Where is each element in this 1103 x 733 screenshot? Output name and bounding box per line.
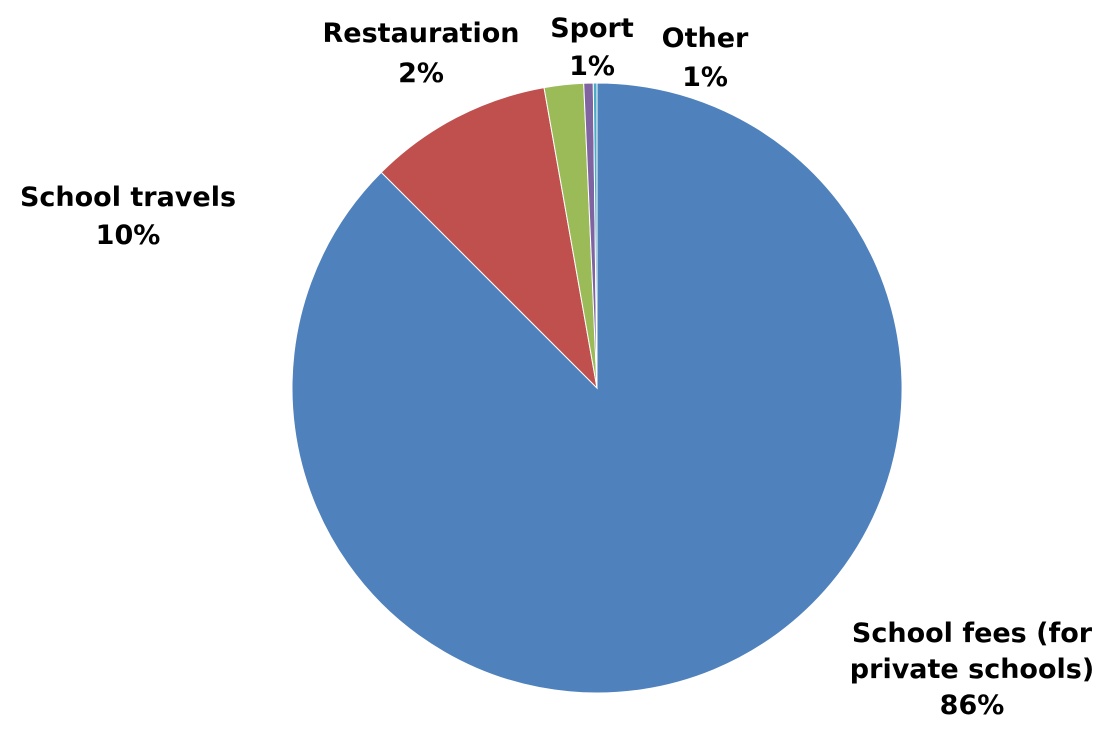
pie-slices [291,82,903,694]
data-label-school-fees-for-private-schools: School fees (for private schools) 86% [850,618,1094,721]
data-label-other: Other 1% [662,23,749,93]
slice-school-travels [380,87,598,390]
data-label-restauration: Restauration 2% [323,18,520,89]
data-label-school-travels: School travels 10% [20,182,236,251]
slice-other [592,82,598,389]
data-labels: School fees (for private schools) 86% Schoo… [20,13,1094,721]
data-label-sport: Sport 1% [550,13,634,82]
